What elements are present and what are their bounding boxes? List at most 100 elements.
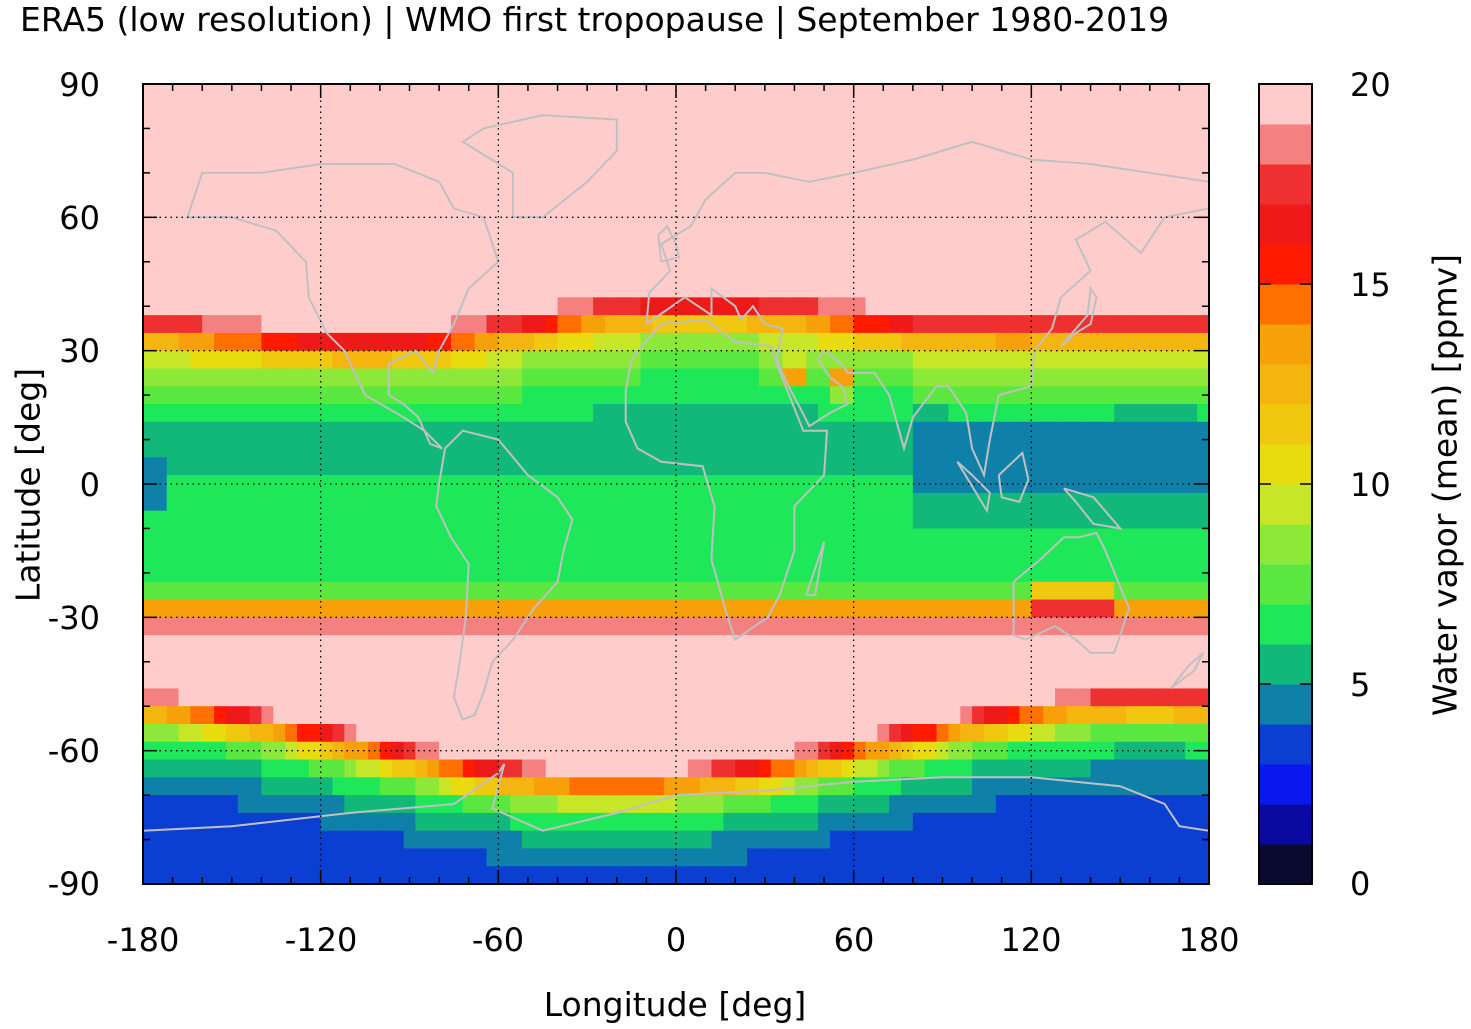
heatmap-cell [450,759,464,778]
heatmap-cell [960,279,973,298]
heatmap-cell [616,101,630,121]
heatmap-cell [616,759,630,778]
heatmap-cell [948,546,961,565]
heatmap-cell [664,795,677,814]
heatmap-cell [190,226,203,245]
heatmap-cell [225,528,239,547]
heatmap-cell [995,84,1009,103]
heatmap-cell [912,706,926,725]
heatmap-cell [533,706,547,725]
heatmap-cell [794,315,807,334]
heatmap-cell [510,581,523,601]
heatmap-cell [593,244,606,263]
heatmap-cell [593,581,606,601]
heatmap-cell [770,635,784,654]
heatmap-cell [356,564,369,583]
heatmap-cell [237,119,251,138]
heatmap-cell [474,279,488,298]
heatmap-cell [593,724,606,743]
heatmap-cell [699,421,713,441]
heatmap-cell [249,439,263,458]
heatmap-cell [924,706,938,725]
coastline [1060,285,1098,347]
heatmap-cell [368,777,381,796]
heatmap-cell [510,244,523,263]
heatmap-cell [924,830,938,850]
heatmap-cell [924,848,938,867]
heatmap-cell [249,777,263,796]
heatmap-cell [178,368,191,387]
heatmap-cell [794,475,807,494]
heatmap-cell [806,617,819,636]
heatmap-cell [1078,137,1092,156]
heatmap-cell [711,670,724,690]
heatmap-cell [723,724,736,743]
heatmap-cell [853,510,867,530]
heatmap-cell [616,226,630,245]
heatmap-cell [332,386,345,405]
heatmap-cell [581,741,594,761]
heatmap-cell [498,795,511,814]
heatmap-cell [687,226,701,245]
heatmap-cell [853,706,867,725]
heatmap-cell [782,741,796,761]
heatmap-cell [983,617,997,636]
heatmap-cell [699,635,713,654]
heatmap-cell [995,226,1009,245]
heatmap-cell [1031,297,1044,316]
heatmap-cell [510,386,523,405]
heatmap-cell [1007,795,1021,814]
heatmap-cell [1126,866,1139,884]
heatmap-cell [794,84,807,103]
heatmap-cell [853,670,867,690]
heatmap-cell [1055,795,1068,814]
heatmap-cell [261,741,274,761]
heatmap-cell [379,581,393,601]
heatmap-cell [237,226,251,245]
heatmap-cell [794,421,807,441]
heatmap-cell [486,475,499,494]
heatmap-cell [202,350,215,370]
heatmap-cell [841,315,855,334]
heatmap-cell [723,315,736,334]
heatmap-cell [794,652,807,672]
heatmap-cell [664,386,677,405]
heatmap-cell [735,652,748,672]
heatmap-cell [1149,706,1163,725]
heatmap-cell [320,119,334,138]
heatmap-cell [806,261,819,281]
heatmap-cell [865,564,878,583]
heatmap-cell [1114,652,1127,672]
heatmap-cell [1185,315,1198,334]
colorbar-swatch [1259,764,1312,805]
heatmap-cell [1078,830,1092,850]
heatmap-cell [533,759,547,778]
heatmap-cell [1043,457,1056,476]
heatmap-cell [747,190,760,210]
heatmap-cell [794,190,807,210]
heatmap-cell [1173,724,1186,743]
heatmap-cell [237,688,251,707]
heatmap-cell [166,101,180,121]
heatmap-cell [166,830,180,850]
heatmap-cell [628,830,642,850]
heatmap-cell [225,279,239,298]
heatmap-cell [936,119,950,138]
heatmap-cell [983,546,997,565]
heatmap-cell [1031,421,1044,441]
heatmap-cell [178,652,191,672]
heatmap-cell [723,812,736,832]
heatmap-cell [640,297,653,316]
heatmap-cell [794,670,807,690]
heatmap-cell [581,244,594,263]
heatmap-cell [770,421,784,441]
heatmap-cell [202,759,215,778]
heatmap-cell [569,297,582,316]
heatmap-cell [427,155,440,174]
heatmap-cell [143,172,156,192]
heatmap-cell [829,617,843,636]
heatmap-cell [699,528,713,547]
heatmap-cell [533,617,547,636]
heatmap-cell [510,457,523,476]
heatmap-cell [723,581,736,601]
